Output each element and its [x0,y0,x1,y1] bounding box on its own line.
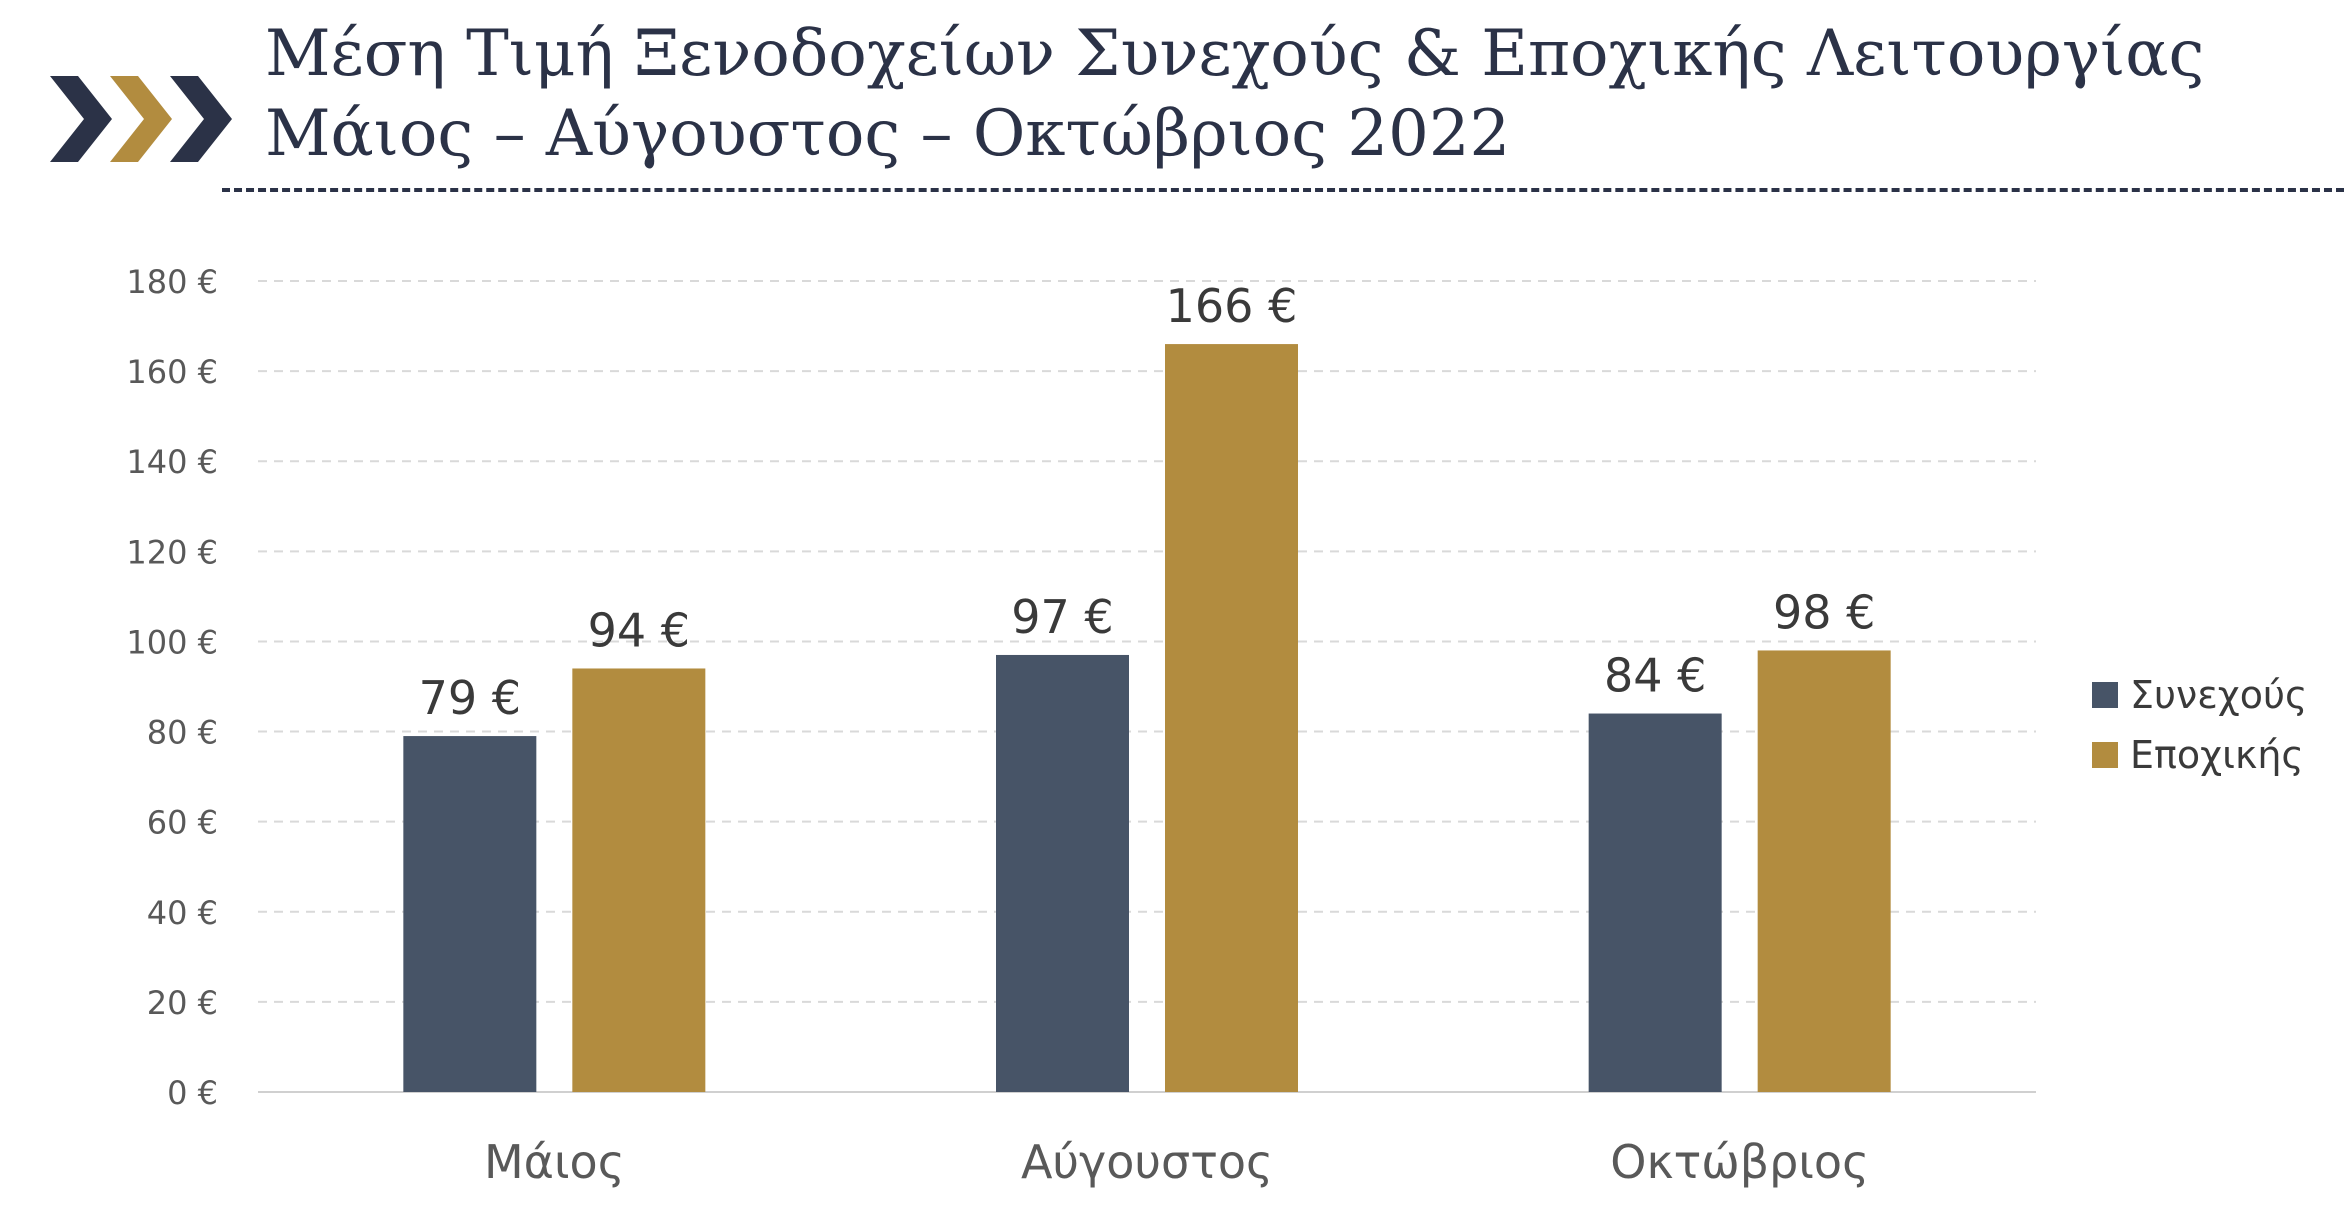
legend-item-epochikis: Εποχικής [2092,725,2307,785]
title-line-2: Μάιος – Αύγουστος – Οκτώβριος 2022 [265,97,1511,171]
chart-legend: Συνεχούς Εποχικής [2092,665,2307,785]
bar-synechous [403,736,537,1092]
y-tick-label: 160 € [126,353,218,391]
y-tick-label: 60 € [147,804,218,842]
y-tick-label: 20 € [147,984,218,1022]
legend-swatch-synechous [2092,682,2118,708]
data-label: 97 € [1011,590,1113,644]
data-label: 94 € [588,603,690,657]
title-divider [222,188,2344,192]
chevron-right-shape [170,76,232,162]
x-axis-ticks: Μάιος Αύγουστος Οκτώβριος [484,1135,1869,1189]
triple-chevron-logo-icon [50,76,232,162]
y-tick-label: 140 € [126,443,218,481]
x-tick-label: Αύγουστος [1021,1135,1273,1189]
bar-synechous [996,654,1129,1092]
data-label: 84 € [1604,649,1706,703]
y-tick-label: 120 € [126,533,218,571]
bar-epochikis [1165,344,1298,1093]
bar-epochikis [572,668,706,1092]
x-tick-label: Μάιος [484,1135,625,1189]
y-tick-label: 180 € [126,263,218,301]
legend-label-epochikis: Εποχικής [2130,733,2304,777]
chevron-middle-shape [110,76,172,162]
y-tick-label: 100 € [126,623,218,661]
title-line-1: Μέση Τιμή Ξενοδοχείων Συνεχούς & Εποχική… [265,17,2205,91]
data-label: 79 € [419,671,521,725]
y-tick-label: 80 € [147,714,218,752]
y-axis-ticks: 0 € 20 € 40 € 60 € 80 € 100 € 120 € 140 € 160 € 1… [126,263,218,1112]
data-label: 98 € [1773,585,1875,639]
bars [403,344,1891,1093]
bar-epochikis [1757,650,1891,1092]
data-labels: 79 € 94 € 97 € 166 € 84 € 98 € [419,279,1876,725]
chevron-left-shape [50,76,112,162]
y-tick-label: 0 € [167,1074,218,1112]
bar-synechous [1588,713,1722,1092]
data-label: 166 € [1166,279,1298,333]
legend-item-synechous: Συνεχούς [2092,665,2307,725]
gridlines [258,280,2036,1093]
x-tick-label: Οκτώβριος [1610,1135,1869,1189]
y-tick-label: 40 € [147,894,218,932]
page-title: Μέση Τιμή Ξενοδοχείων Συνεχούς & Εποχική… [265,14,2204,174]
legend-swatch-epochikis [2092,742,2118,768]
legend-label-synechous: Συνεχούς [2130,673,2308,717]
